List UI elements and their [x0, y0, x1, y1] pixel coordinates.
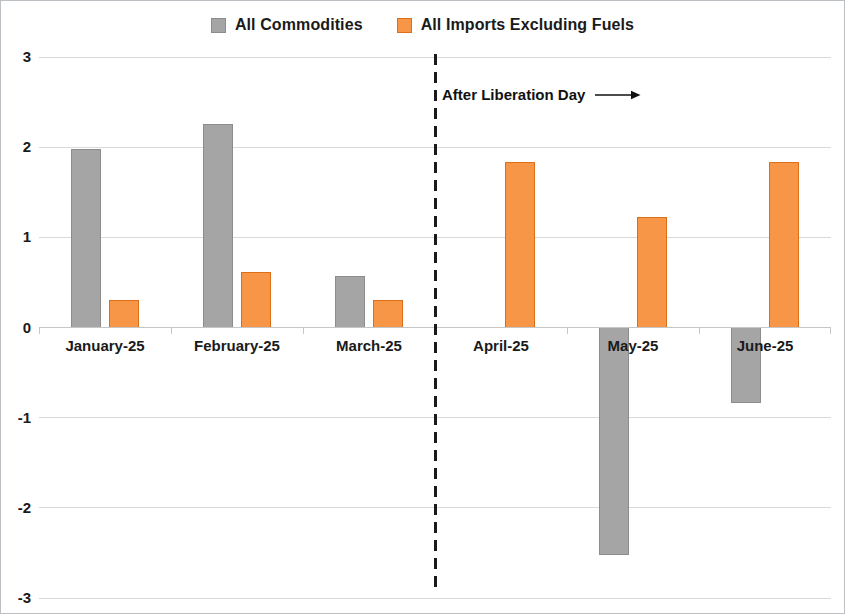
legend-item-imports-excluding-fuels: All Imports Excluding Fuels: [397, 16, 634, 34]
x-axis-category-label: February-25: [171, 337, 303, 354]
x-axis-category-label: April-25: [435, 337, 567, 354]
x-axis-category-label: March-25: [303, 337, 435, 354]
bar-imports-excluding-fuels-February-25: [241, 272, 271, 327]
bar-all-commodities-May-25: [599, 328, 629, 555]
plot-area: After Liberation Day 3210-1-2-3January-2…: [39, 57, 831, 598]
x-axis-tick: [39, 328, 40, 334]
bar-imports-excluding-fuels-January-25: [109, 300, 139, 327]
bar-imports-excluding-fuels-April-25: [505, 162, 535, 328]
legend-label: All Commodities: [235, 16, 363, 34]
x-axis-tick: [303, 328, 304, 334]
bar-all-commodities-March-25: [335, 276, 365, 327]
x-axis-category-label: June-25: [699, 337, 831, 354]
x-axis-tick: [830, 328, 831, 334]
bar-imports-excluding-fuels-June-25: [769, 162, 799, 328]
gridline-y--3: [39, 598, 831, 599]
bar-all-commodities-February-25: [203, 124, 233, 328]
x-axis-category-label: January-25: [39, 337, 171, 354]
x-axis-category-label: May-25: [567, 337, 699, 354]
x-axis-tick: [567, 328, 568, 334]
bar-imports-excluding-fuels-March-25: [373, 300, 403, 327]
bar-imports-excluding-fuels-May-25: [637, 217, 667, 327]
chart-canvas: All Commodities All Imports Excluding Fu…: [0, 0, 845, 614]
right-arrow-icon: [595, 89, 641, 101]
orange-series-swatch-icon: [397, 18, 412, 33]
y-axis-tick-label: -1: [1, 409, 31, 427]
legend-label: All Imports Excluding Fuels: [421, 16, 634, 34]
y-axis-tick-label: -2: [1, 499, 31, 517]
x-axis-tick: [699, 328, 700, 334]
y-axis-tick-label: -3: [1, 589, 31, 607]
x-axis-tick: [171, 328, 172, 334]
after-liberation-day-annotation: After Liberation Day: [442, 86, 641, 103]
y-axis-tick-label: 3: [1, 48, 31, 66]
bar-all-commodities-January-25: [71, 149, 101, 328]
annotation-text: After Liberation Day: [442, 86, 585, 103]
y-axis-tick-label: 1: [1, 228, 31, 246]
legend-item-all-commodities: All Commodities: [211, 16, 363, 34]
y-axis-tick-label: 2: [1, 138, 31, 156]
gray-series-swatch-icon: [211, 18, 226, 33]
liberation-day-divider-line: [434, 54, 437, 593]
legend: All Commodities All Imports Excluding Fu…: [1, 9, 844, 41]
y-axis-tick-label: 0: [1, 319, 31, 337]
